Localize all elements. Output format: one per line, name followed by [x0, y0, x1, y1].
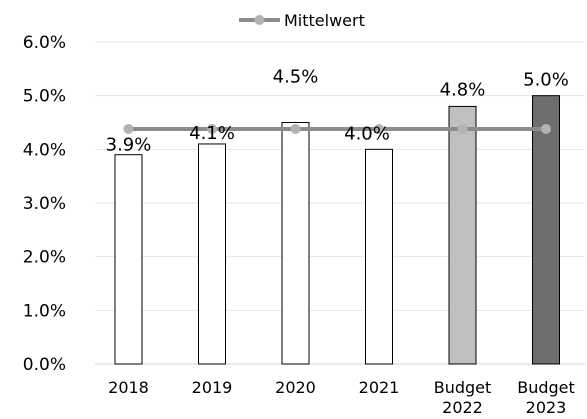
y-tick-label: 3.0%	[23, 194, 66, 214]
x-category-label: 2018	[108, 378, 149, 397]
x-category-label-line: Budget	[434, 378, 492, 397]
mean-marker	[123, 123, 134, 134]
x-category-label-line: 2018	[108, 378, 149, 397]
mean-marker	[457, 123, 468, 134]
y-tick-label: 1.0%	[23, 301, 66, 321]
x-category-label: Budget 2022	[434, 378, 492, 417]
legend-label: Mittelwert	[284, 11, 365, 30]
x-category-label-line: 2020	[275, 378, 316, 397]
bar	[281, 122, 310, 365]
x-category-label-line: Budget	[517, 378, 575, 397]
data-label: 5.0%	[523, 70, 569, 91]
data-labels: 3.9% 4.1% 4.5% 4.0% 4.8% 5.0%	[106, 67, 569, 156]
y-axis-tick-labels: 0.0% 1.0% 2.0% 3.0% 4.0% 5.0% 6.0%	[23, 33, 66, 375]
data-label: 4.1%	[189, 123, 235, 144]
data-label: 4.5%	[273, 67, 319, 88]
data-label: 4.8%	[440, 79, 486, 100]
legend: Mittelwert	[239, 11, 365, 30]
bar	[365, 148, 393, 365]
mean-marker	[207, 123, 217, 134]
bar	[198, 143, 226, 365]
y-tick-label: 6.0%	[23, 33, 66, 53]
bar-series	[114, 95, 560, 365]
bar	[532, 95, 560, 365]
x-category-label: Budget 2023	[517, 378, 575, 417]
x-category-label-line: 2023	[526, 398, 567, 417]
mean-line-series	[123, 123, 551, 134]
y-tick-label: 0.0%	[23, 355, 66, 375]
x-category-label: 2021	[359, 378, 400, 397]
bar	[448, 105, 477, 365]
legend-marker-swatch	[254, 15, 265, 25]
y-tick-label: 2.0%	[23, 248, 66, 268]
data-label: 4.0%	[344, 123, 390, 144]
mean-marker	[290, 123, 301, 134]
x-category-label: 2019	[192, 378, 233, 397]
x-category-label-line: 2021	[359, 378, 400, 397]
y-tick-label: 5.0%	[23, 87, 66, 107]
data-label: 3.9%	[106, 135, 152, 156]
y-tick-label: 4.0%	[23, 140, 66, 160]
gridlines	[95, 41, 585, 365]
bar	[114, 154, 143, 365]
mean-marker	[541, 123, 551, 134]
x-category-label-line: 2019	[192, 378, 233, 397]
mean-marker	[374, 123, 384, 134]
x-category-label: 2020	[275, 378, 316, 397]
x-category-label-line: 2022	[442, 398, 483, 417]
